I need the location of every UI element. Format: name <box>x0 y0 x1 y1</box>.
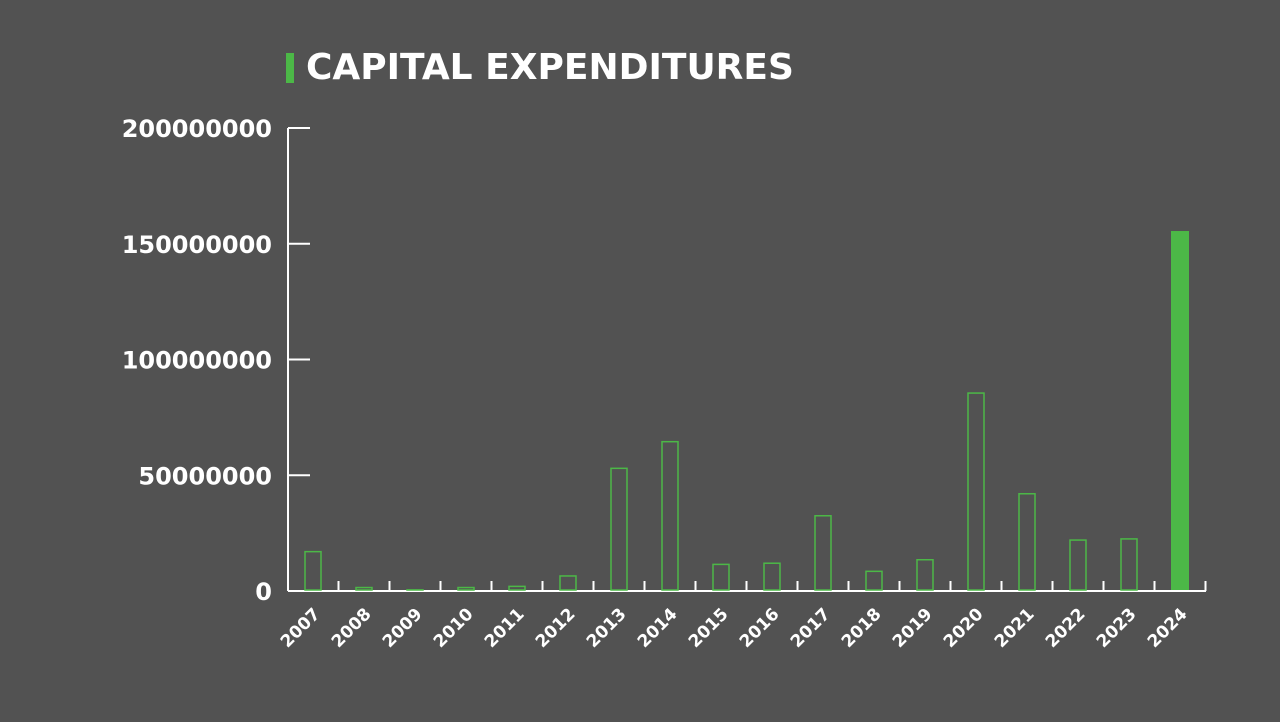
x-tick-label: 2017 <box>787 604 835 652</box>
x-tick-label: 2015 <box>685 604 733 652</box>
bar-2018 <box>865 570 883 591</box>
y-tick-label: 0 <box>255 578 272 606</box>
x-tick-label: 2022 <box>1042 604 1090 652</box>
bar-2012 <box>559 575 577 591</box>
title-accent-bar <box>286 53 294 83</box>
x-tick-label: 2024 <box>1144 604 1192 652</box>
y-tick-label: 150000000 <box>122 231 272 259</box>
bar-2011 <box>508 585 526 591</box>
y-tick-label: 50000000 <box>138 462 272 490</box>
bar-2016 <box>763 562 781 591</box>
bar-2014 <box>661 440 679 591</box>
x-tick-label: 2011 <box>481 604 529 652</box>
x-tick-label: 2021 <box>991 604 1039 652</box>
bar-2015 <box>712 563 730 591</box>
chart-title: CAPITAL EXPENDITURES <box>306 47 794 88</box>
bar-2024 <box>1171 231 1189 590</box>
x-tick-label: 2019 <box>889 604 937 652</box>
y-tick-label: 100000000 <box>122 347 272 375</box>
x-tick-label: 2012 <box>532 604 580 652</box>
bar-2023 <box>1120 538 1138 591</box>
x-tick-label: 2013 <box>583 604 631 652</box>
x-tick-label: 2023 <box>1093 604 1141 652</box>
bar-2010 <box>457 586 475 591</box>
x-tick-label: 2016 <box>736 604 784 652</box>
bar-2020 <box>967 392 985 591</box>
x-tick-label: 2014 <box>634 604 682 652</box>
chart-title-wrap: CAPITAL EXPENDITURES <box>286 44 794 92</box>
bar-2013 <box>610 467 628 591</box>
bar-2017 <box>814 515 832 591</box>
y-tick-label: 200000000 <box>122 115 272 143</box>
x-tick-label: 2010 <box>430 604 478 652</box>
bar-2022 <box>1069 539 1087 591</box>
bar-2007 <box>304 550 322 591</box>
x-tick-label: 2007 <box>277 604 325 652</box>
x-tick-label: 2008 <box>328 604 376 652</box>
bar-2021 <box>1018 493 1036 591</box>
x-tick-label: 2018 <box>838 604 886 652</box>
x-tick-label: 2020 <box>940 604 988 652</box>
bar-2008 <box>355 586 373 591</box>
x-tick-label: 2009 <box>379 604 427 652</box>
bar-2019 <box>916 558 934 591</box>
